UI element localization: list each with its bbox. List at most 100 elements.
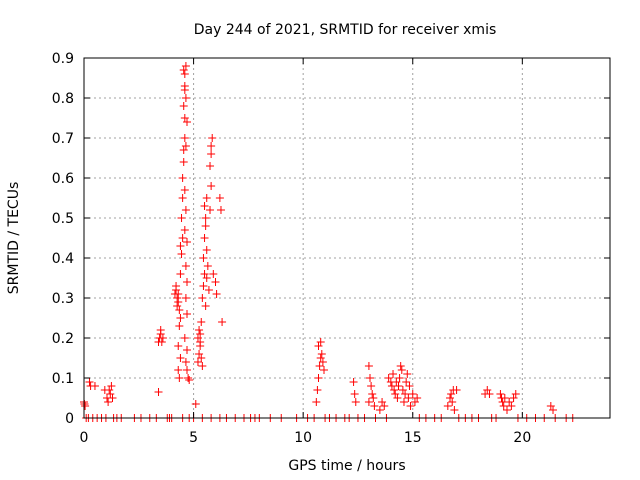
data-point	[173, 294, 182, 302]
data-point	[406, 402, 415, 410]
x-axis-label: GPS time / hours	[288, 458, 405, 474]
data-point	[178, 194, 187, 202]
plot-frame	[83, 57, 611, 419]
data-point	[173, 302, 182, 310]
data-point	[185, 376, 194, 384]
data-point	[207, 150, 216, 158]
data-point	[176, 270, 185, 278]
chart-title: Day 244 of 2021, SRMTID for receiver xmi…	[194, 22, 497, 38]
data-point	[174, 290, 183, 298]
data-point	[485, 390, 494, 398]
data-point	[507, 402, 516, 410]
data-point	[502, 406, 511, 414]
data-point	[369, 394, 378, 402]
data-point	[313, 386, 322, 394]
data-point	[393, 394, 402, 402]
data-point	[202, 274, 211, 282]
data-point	[316, 338, 325, 346]
data-point	[207, 142, 216, 150]
data-point	[367, 382, 376, 390]
data-point	[181, 294, 190, 302]
data-point	[350, 390, 359, 398]
data-point	[312, 398, 321, 406]
data-point	[180, 226, 189, 234]
data-point	[193, 334, 202, 342]
data-point	[175, 374, 184, 382]
data-point	[105, 386, 114, 394]
data-point	[202, 194, 211, 202]
data-point	[314, 374, 323, 382]
data-point	[104, 398, 113, 406]
data-point	[364, 362, 373, 370]
data-point	[191, 400, 200, 408]
data-point	[208, 134, 217, 142]
data-point	[380, 402, 389, 410]
data-point	[408, 390, 417, 398]
data-point	[316, 354, 325, 362]
data-point	[202, 246, 211, 254]
data-point	[206, 206, 215, 214]
data-point	[177, 214, 186, 222]
data-point	[181, 206, 190, 214]
y-tick-label: 0.3	[52, 291, 74, 307]
y-axis-label: SRMTID / TECUs	[6, 182, 22, 295]
data-point	[500, 394, 509, 402]
data-point	[511, 390, 520, 398]
data-point	[180, 134, 189, 142]
data-point	[154, 388, 163, 396]
data-point	[184, 374, 193, 382]
data-point	[395, 374, 404, 382]
data-point	[218, 318, 227, 326]
data-point	[180, 186, 189, 194]
data-point	[212, 290, 221, 298]
data-point	[390, 386, 399, 394]
data-point	[158, 334, 167, 342]
data-point	[211, 278, 220, 286]
data-point	[368, 390, 377, 398]
data-point	[154, 338, 163, 346]
data-point	[181, 262, 190, 270]
data-point	[196, 330, 205, 338]
data-point	[174, 298, 183, 306]
data-point	[197, 318, 206, 326]
x-tick-label: 10	[294, 430, 312, 446]
data-point	[450, 406, 459, 414]
data-point	[401, 390, 410, 398]
data-point	[181, 62, 190, 70]
data-point	[178, 234, 187, 242]
data-point	[180, 114, 189, 122]
data-point	[405, 382, 414, 390]
data-point	[107, 382, 116, 390]
data-point	[181, 142, 190, 150]
data-point	[90, 382, 99, 390]
data-point	[351, 398, 360, 406]
data-point	[209, 270, 218, 278]
data-point	[183, 310, 192, 318]
x-tick-label: 15	[404, 430, 422, 446]
y-tick-label: 0	[65, 411, 74, 427]
y-tick-label: 0.9	[52, 51, 74, 67]
data-point	[179, 66, 188, 74]
y-tick-label: 0.6	[52, 171, 74, 187]
data-point	[201, 222, 210, 230]
data-point	[446, 394, 455, 402]
x-tick-label: 0	[80, 430, 89, 446]
data-point	[172, 282, 181, 290]
data-point	[201, 214, 210, 222]
data-point	[398, 386, 407, 394]
data-point	[175, 306, 184, 314]
data-point	[200, 234, 209, 242]
data-point	[179, 158, 188, 166]
data-point	[200, 202, 209, 210]
data-point	[364, 398, 373, 406]
data-point	[317, 350, 326, 358]
data-point	[384, 374, 393, 382]
data-point	[197, 354, 206, 362]
data-point	[496, 390, 505, 398]
data-point	[370, 402, 379, 410]
data-point	[181, 358, 190, 366]
data-point	[403, 370, 412, 378]
data-point	[366, 374, 375, 382]
data-point	[183, 278, 192, 286]
